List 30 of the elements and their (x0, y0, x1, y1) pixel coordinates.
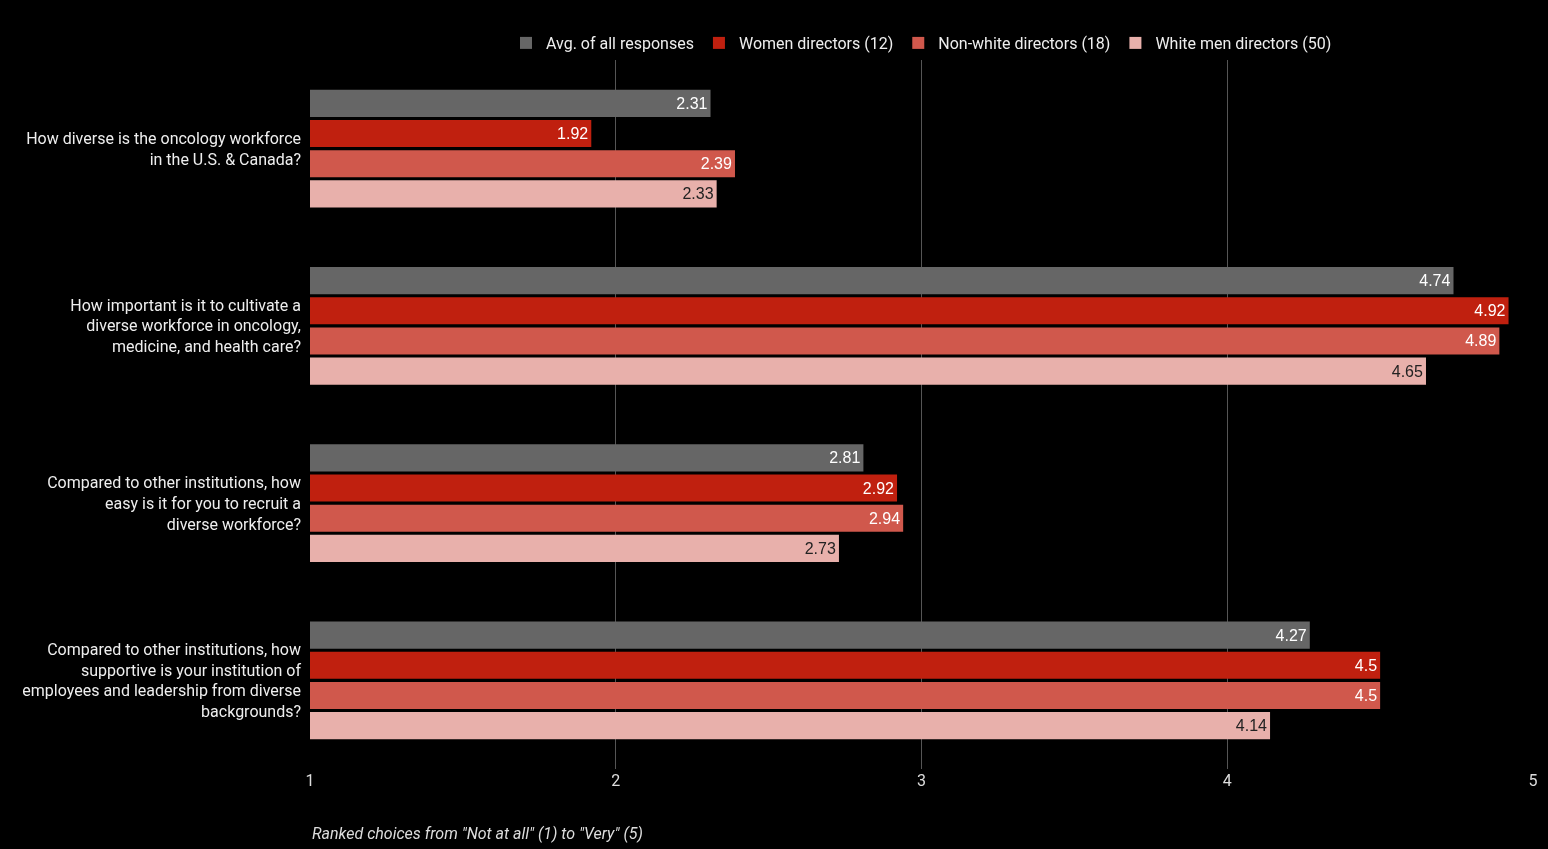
data-label: 4.65 (1391, 362, 1423, 380)
legend-label: Women directors (12) (738, 34, 894, 54)
data-label: 4.5 (1354, 686, 1378, 704)
data-label: 4.27 (1275, 626, 1307, 644)
legend-label: Non-white directors (18) (938, 34, 1111, 54)
y-tick-label: Compared to other institutions, how easy is it for you to recruit a diverse workforce? (47, 472, 301, 534)
data-label: 2.94 (868, 509, 901, 527)
data-label: 4.14 (1235, 717, 1268, 735)
data-label: 4.5 (1354, 656, 1378, 674)
data-label: 2.92 (862, 479, 895, 497)
data-label: 2.39 (700, 155, 732, 173)
data-label: 2.31 (676, 94, 708, 112)
x-axis-title: Ranked choices from "Not at all" (1) to "Very" (5) (312, 824, 643, 843)
x-tick-label: 1 (305, 771, 315, 790)
data-label: 2.33 (682, 185, 714, 203)
data-label: 1.92 (557, 125, 589, 143)
data-label: 2.73 (804, 539, 836, 557)
y-tick-label: Compared to other institutions, how supportive is your institution of employees and leadership from diverse backgrounds? (22, 639, 302, 722)
data-label: 4.92 (1474, 302, 1506, 320)
legend-label: Avg. of all responses (546, 34, 694, 54)
y-tick-label: How important is it to cultivate a diverse workforce in oncology, medicine, and health care? (70, 295, 301, 357)
x-tick-label: 3 (917, 771, 926, 790)
x-tick-label: 4 (1222, 771, 1232, 790)
data-label: 4.74 (1419, 272, 1451, 290)
x-tick-label: 5 (1528, 771, 1538, 790)
x-tick-label: 2 (611, 771, 621, 790)
legend-label: White men directors (50) (1155, 34, 1332, 54)
data-label: 2.81 (829, 449, 861, 467)
y-tick-label: How diverse is the oncology workforce in the U.S. & Canada? (26, 128, 301, 169)
data-label: 4.89 (1465, 332, 1497, 350)
